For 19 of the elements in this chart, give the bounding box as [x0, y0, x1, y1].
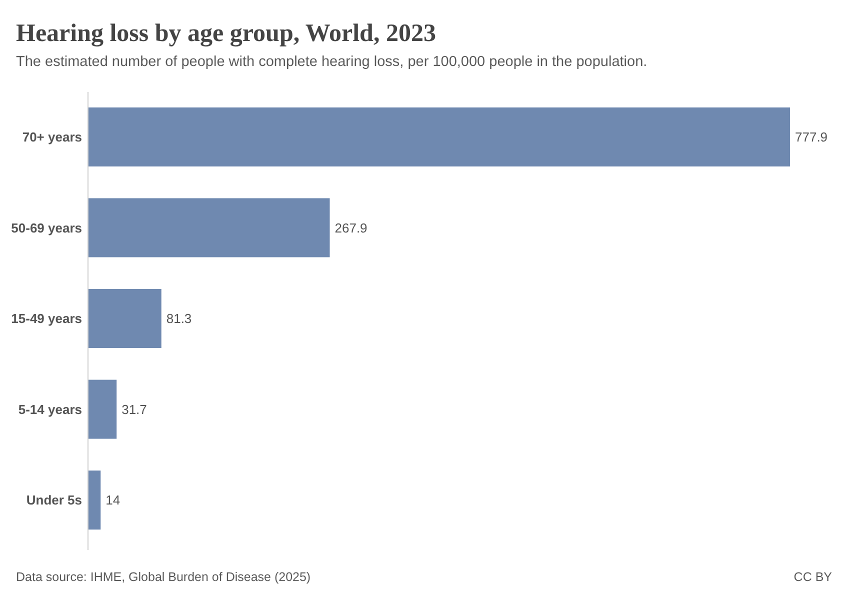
data-label: 777.9	[795, 129, 828, 144]
data-label: 14	[106, 492, 120, 508]
data-label: 267.9	[334, 220, 368, 236]
y-tick-label: 5-14 years	[18, 402, 82, 417]
bar	[88, 470, 101, 530]
data-label: 31.7	[122, 402, 147, 417]
data-label: 81.3	[166, 311, 192, 326]
y-tick-label: 15-49 years	[11, 311, 82, 326]
source-note: Data source: IHME, Global Burden of Disease (2025)	[16, 570, 311, 584]
chart-title: Hearing loss by age group, World, 2023	[16, 20, 436, 47]
text: CC BY	[794, 570, 833, 584]
chart-subtitle: The estimated number of people with complete hearing loss, per 100,000 people in the population.	[16, 54, 648, 70]
y-tick-label: Under 5s	[26, 492, 82, 508]
bar	[88, 198, 330, 258]
bar	[88, 380, 117, 439]
y-tick-label: 70+ years	[22, 129, 82, 144]
bar	[88, 288, 162, 348]
y-tick-label: 50-69 years	[11, 220, 82, 236]
bar	[88, 107, 790, 166]
